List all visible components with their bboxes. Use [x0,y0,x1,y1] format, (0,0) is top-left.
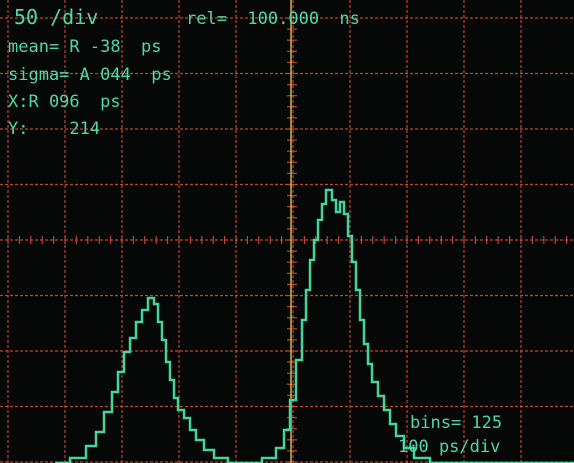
mean-readout: mean= R -38 ps [8,37,162,57]
y-readout: Y: 214 [8,119,100,139]
time-scale-readout: 100 ps/div [398,437,500,457]
sigma-readout: sigma= A 044 ps [8,65,172,85]
rel-readout: rel= 100.000 ns [186,9,360,29]
x-readout: X:R 096 ps [8,92,121,112]
bins-readout: bins= 125 [410,413,502,433]
histogram-trace [55,188,574,463]
scale-readout: 50 /div [14,5,98,29]
